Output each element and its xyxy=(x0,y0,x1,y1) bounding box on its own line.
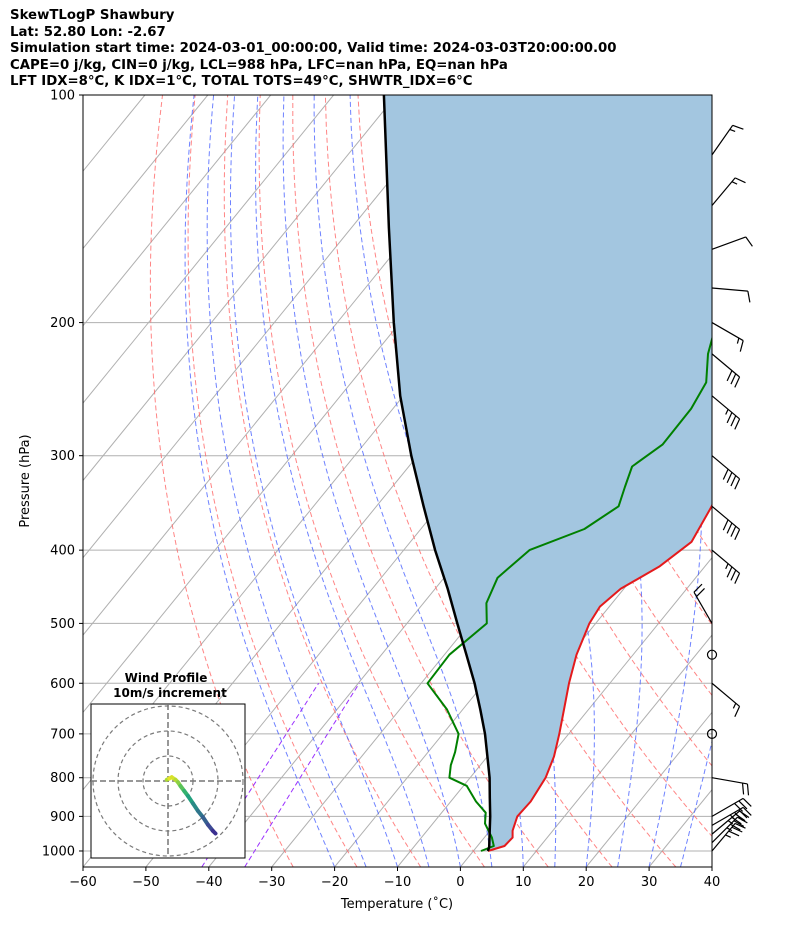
wind-barb xyxy=(711,455,741,490)
wind-barb xyxy=(711,395,741,430)
wind-barb xyxy=(711,806,752,826)
y-tick-label: 500 xyxy=(50,617,75,632)
moist-adiabat xyxy=(230,95,398,867)
wind-barb xyxy=(711,287,751,303)
moist-adiabat xyxy=(255,95,430,867)
hodograph-segment xyxy=(211,829,218,836)
indices-info: LFT IDX=8°C, K IDX=1°C, TOTAL TOTS=49°C,… xyxy=(10,74,473,89)
cape-info: CAPE=0 j/kg, CIN=0 j/kg, LCL=988 hPa, LF… xyxy=(10,57,508,73)
isotherm xyxy=(83,95,397,482)
hodograph-subtitle: 10m/s increment xyxy=(113,686,227,700)
parcel-line xyxy=(382,95,492,852)
isotherm xyxy=(711,866,712,867)
x-tick-label: −30 xyxy=(258,875,285,890)
y-axis-title: Pressure (hPa) xyxy=(18,434,33,527)
moist-adiabat xyxy=(711,865,712,867)
x-tick-label: 40 xyxy=(704,875,721,890)
isotherm xyxy=(460,556,712,867)
y-tick-label: 400 xyxy=(50,544,75,559)
x-tick-label: −10 xyxy=(384,875,411,890)
y-tick-label: 300 xyxy=(50,449,75,464)
moist-adiabat xyxy=(313,95,493,867)
y-tick-label: 800 xyxy=(50,771,75,786)
x-tick-label: −40 xyxy=(195,875,222,890)
moist-adiabat xyxy=(206,95,367,867)
dry-adiabat xyxy=(223,95,422,867)
moist-adiabat xyxy=(184,95,336,867)
temperature-line xyxy=(487,503,712,852)
isotherm xyxy=(585,711,712,867)
y-tick-label: 200 xyxy=(50,316,75,331)
x-tick-label: 30 xyxy=(641,875,658,890)
x-tick-label: −50 xyxy=(132,875,159,890)
location-info: Lat: 52.80 Lon: -2.67 xyxy=(10,24,166,40)
simulation-info: Simulation start time: 2024-03-01_00:00:… xyxy=(10,41,617,56)
chart-title: SkewTLogP Shawbury xyxy=(10,8,175,23)
y-tick-label: 700 xyxy=(50,727,75,742)
wind-barb xyxy=(711,505,741,541)
isotherm xyxy=(0,95,82,867)
wind-barb xyxy=(711,797,752,817)
hodograph-title: Wind Profile xyxy=(125,671,208,685)
wind-barbs xyxy=(693,124,753,852)
dry-adiabat xyxy=(258,95,485,867)
y-tick-label: 600 xyxy=(50,677,75,692)
y-tick-label: 900 xyxy=(50,810,75,825)
mixing-ratio-line xyxy=(244,683,360,867)
isotherm xyxy=(522,634,712,867)
dewpoint-line xyxy=(426,335,712,852)
dry-adiabat xyxy=(782,95,794,867)
dry-adiabat xyxy=(187,95,358,867)
x-tick-label: 0 xyxy=(456,875,464,890)
x-tick-label: −60 xyxy=(69,875,96,890)
y-tick-label: 1000 xyxy=(42,844,75,859)
wind-barb xyxy=(711,682,741,718)
isotherm xyxy=(83,95,460,559)
plot-area xyxy=(0,95,794,867)
wind-barb xyxy=(706,649,718,660)
wind-barb xyxy=(711,322,744,352)
isotherm xyxy=(83,95,272,327)
x-tick-label: 20 xyxy=(578,875,595,890)
dry-adiabat xyxy=(749,95,794,867)
wind-barb xyxy=(711,353,741,388)
wind-barb xyxy=(711,549,741,584)
isotherm xyxy=(83,95,209,250)
cin-cape-shading xyxy=(383,95,712,851)
dry-adiabat xyxy=(149,95,294,867)
dry-adiabat xyxy=(324,95,613,867)
y-tick-label: 100 xyxy=(50,89,75,104)
wind-barb xyxy=(711,124,744,156)
x-tick-label: −20 xyxy=(321,875,348,890)
wind-barb xyxy=(711,777,750,796)
isotherm xyxy=(83,95,335,404)
chart-header: SkewTLogP Shawbury Lat: 52.80 Lon: -2.67… xyxy=(10,8,790,91)
x-axis-title: Temperature (˚C) xyxy=(340,896,453,912)
axes: −60 −50 −40 −30 −20 −10 0 10 20 30 40 1000 900 800 700… xyxy=(42,89,720,891)
wind-barb xyxy=(693,583,713,624)
wind-barb xyxy=(711,177,746,206)
wind-barb xyxy=(711,822,746,852)
wind-barb xyxy=(706,728,718,739)
x-tick-label: 10 xyxy=(515,875,532,890)
wind-barb xyxy=(711,236,753,250)
moist-adiabat xyxy=(282,95,461,867)
